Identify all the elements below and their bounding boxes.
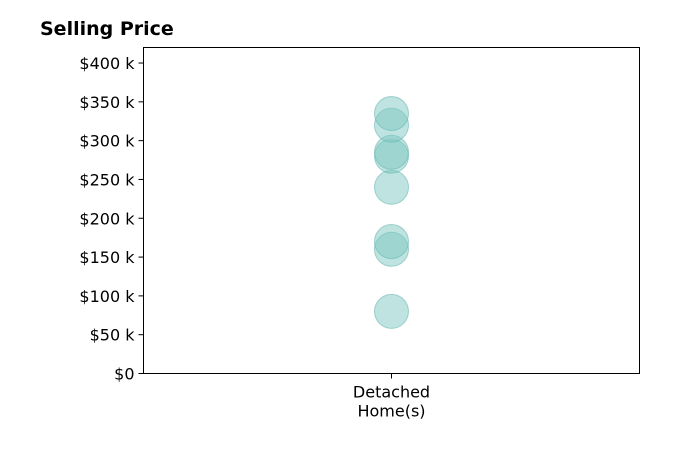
y-axis: $0 $50 k $100 k $150 k $200 k $250 k $300 k $35… [79, 54, 144, 384]
y-tick-label: $50 k [90, 326, 136, 345]
y-tick-label: $300 k [79, 132, 135, 151]
y-tick-label: $0 [114, 365, 134, 384]
x-tick-label: Detached Home(s) [353, 383, 430, 421]
data-point [374, 169, 409, 205]
y-tick-label: $250 k [79, 170, 135, 189]
y-tick-label: $150 k [79, 248, 135, 267]
data-point [374, 293, 409, 329]
data-point [374, 95, 409, 131]
y-tick-label: $200 k [79, 209, 135, 228]
plot-frame [143, 47, 640, 374]
y-tick-label: $400 k [79, 54, 135, 73]
data-points [374, 95, 409, 329]
data-point [374, 224, 409, 260]
chart-title: Selling Price [40, 18, 174, 40]
y-tick-label: $100 k [79, 287, 135, 306]
y-tick-label: $350 k [79, 93, 135, 112]
x-axis: Detached Home(s) [353, 373, 430, 421]
